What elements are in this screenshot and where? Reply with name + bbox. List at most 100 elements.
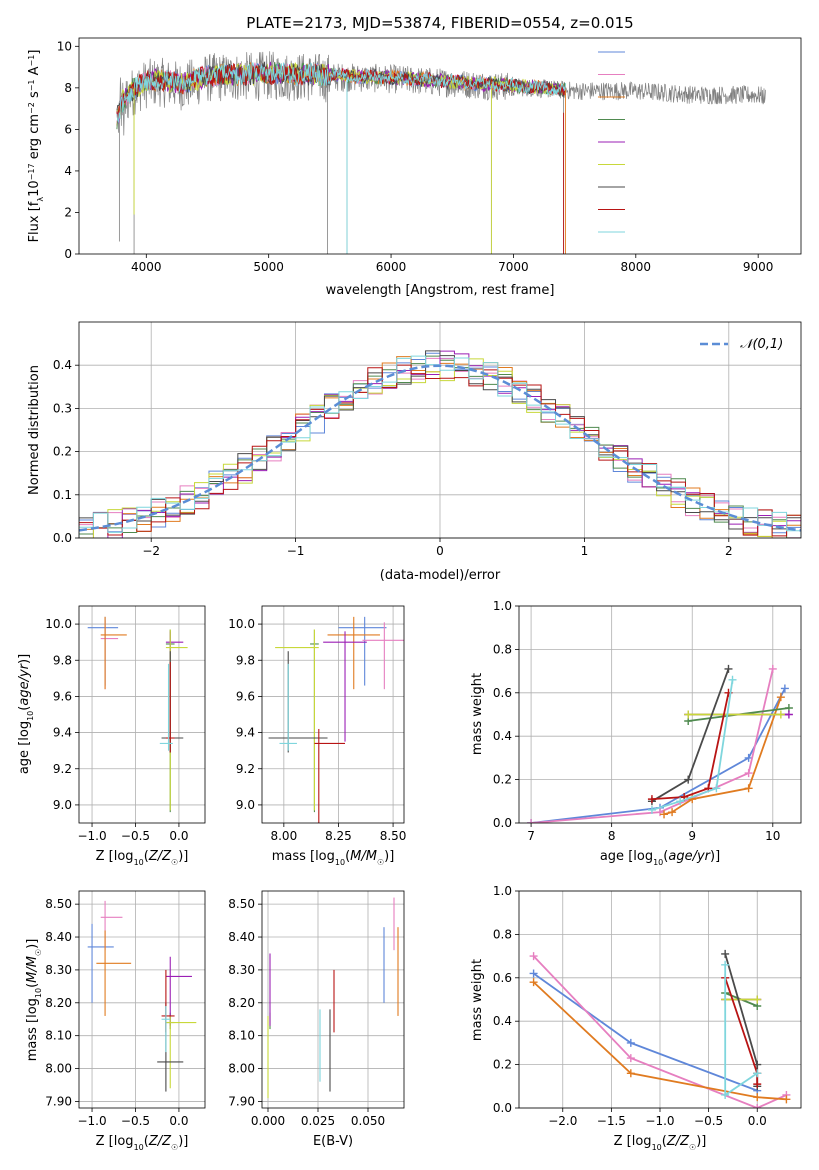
y-tick-label: 2 bbox=[64, 205, 72, 219]
x-tick-label: −2 bbox=[142, 544, 160, 558]
x-tick-label: 1 bbox=[581, 544, 589, 558]
x-tick-label: −0.5 bbox=[694, 1114, 723, 1128]
plus-marker bbox=[684, 775, 693, 784]
plus-marker bbox=[684, 710, 693, 719]
histogram-step-line bbox=[79, 355, 801, 538]
x-tick-label: 8.25 bbox=[325, 829, 352, 843]
plus-marker bbox=[527, 819, 536, 823]
x-tick-label: −2.0 bbox=[548, 1114, 577, 1128]
axes-frame bbox=[261, 605, 405, 824]
x-tick-label: 0.025 bbox=[301, 1114, 335, 1128]
y-tick-label: 0.2 bbox=[493, 1058, 512, 1072]
series-line bbox=[724, 964, 758, 1097]
y-tick-label: 6 bbox=[64, 122, 72, 136]
plus-marker bbox=[744, 769, 753, 778]
y-tick-label: 0.4 bbox=[493, 1014, 512, 1028]
x-tick-label: 0 bbox=[436, 544, 444, 558]
y-axis-label: Flux [fλ10−17 erg cm−2 s−1 A−1] bbox=[27, 50, 45, 243]
y-tick-label: 8.10 bbox=[228, 1029, 255, 1043]
y-tick-label: 0.0 bbox=[493, 1101, 512, 1115]
x-axis-label: wavelength [Angstrom, rest frame] bbox=[326, 283, 555, 298]
x-tick-label: 8000 bbox=[621, 260, 652, 274]
plus-marker bbox=[660, 810, 669, 819]
series-line bbox=[532, 981, 787, 1101]
y-tick-label: 10.0 bbox=[45, 617, 72, 631]
x-tick-label: −1.0 bbox=[645, 1114, 674, 1128]
x-tick-label: −1.5 bbox=[597, 1114, 626, 1128]
axes-frame bbox=[518, 890, 802, 1109]
plus-marker bbox=[529, 978, 538, 987]
y-axis-label: mass weight bbox=[470, 673, 485, 755]
x-tick-label: −1.0 bbox=[77, 829, 106, 843]
y-tick-label: 8.50 bbox=[228, 897, 255, 911]
x-tick-label: −0.5 bbox=[121, 1114, 150, 1128]
x-tick-label: 5000 bbox=[253, 260, 284, 274]
plus-marker bbox=[721, 960, 730, 969]
y-axis-label: age [log10(age/yr)] bbox=[17, 654, 35, 774]
x-tick-label: −1 bbox=[287, 544, 305, 558]
x-tick-label: 9 bbox=[688, 829, 696, 843]
y-tick-label: 0.8 bbox=[493, 927, 512, 941]
plot-area bbox=[268, 616, 404, 823]
y-tick-label: 0.3 bbox=[53, 401, 72, 415]
y-tick-label: 9.4 bbox=[53, 726, 72, 740]
age-vs-metallicity-panel: −1.0 −0.5 0.0 9.0 9.2 9.4 9.6 9.8 10.0 Z [log10(Z… bbox=[17, 605, 206, 867]
x-tick-label: 0.050 bbox=[351, 1114, 385, 1128]
x-tick-label: 4000 bbox=[131, 260, 162, 274]
axes-frame bbox=[78, 605, 206, 824]
y-tick-label: 8.40 bbox=[228, 930, 255, 944]
plus-marker bbox=[776, 710, 785, 719]
plus-marker bbox=[647, 805, 656, 814]
model-spectrum-line bbox=[116, 61, 567, 124]
plus-marker bbox=[780, 684, 789, 693]
y-tick-label: 0.8 bbox=[493, 642, 512, 656]
y-tick-label: 8.50 bbox=[45, 897, 72, 911]
plus-marker bbox=[529, 952, 538, 961]
x-axis-label: Z [log10(Z/Z☉)] bbox=[96, 1134, 189, 1152]
weight-vs-age-panel: 7 8 9 10 0.0 0.2 0.4 0.6 0.8 1.0 age [log10(age/yr… bbox=[470, 599, 802, 867]
mass-vs-metallicity-panel: −1.0 −0.5 0.0 7.90 8.00 8.10 8.20 8.30 8.40 8.50 Z… bbox=[25, 890, 206, 1152]
axes-frame bbox=[261, 890, 405, 1109]
y-tick-label: 0.4 bbox=[493, 729, 512, 743]
plus-marker bbox=[647, 795, 656, 804]
y-tick-label: 8.00 bbox=[228, 1062, 255, 1076]
y-tick-label: 8.40 bbox=[45, 930, 72, 944]
axes-frame bbox=[78, 321, 802, 539]
y-tick-label: 9.4 bbox=[236, 726, 255, 740]
y-tick-label: 8 bbox=[64, 81, 72, 95]
plus-marker bbox=[768, 664, 777, 673]
series-line bbox=[651, 679, 734, 811]
y-tick-label: 0 bbox=[64, 247, 72, 261]
plot-area bbox=[529, 949, 791, 1108]
y-tick-label: 7.90 bbox=[45, 1094, 72, 1108]
y-tick-label: 8.30 bbox=[228, 963, 255, 977]
plot-area bbox=[116, 51, 766, 254]
y-tick-label: 9.6 bbox=[236, 689, 255, 703]
plot-area bbox=[87, 616, 188, 813]
y-tick-label: 0.1 bbox=[53, 488, 72, 502]
series-line bbox=[651, 692, 730, 800]
x-tick-label: 0.0 bbox=[748, 1114, 767, 1128]
y-tick-label: 10.0 bbox=[228, 617, 255, 631]
x-tick-label: 8 bbox=[608, 829, 616, 843]
y-tick-label: 7.90 bbox=[228, 1094, 255, 1108]
series-line bbox=[724, 977, 759, 1085]
x-tick-label: 0.000 bbox=[251, 1114, 285, 1128]
x-axis-label: Z [log10(Z/Z☉)] bbox=[614, 1134, 707, 1152]
plus-marker bbox=[721, 949, 730, 958]
x-tick-label: 8.00 bbox=[270, 829, 297, 843]
y-tick-label: 1.0 bbox=[493, 884, 512, 898]
plus-marker bbox=[724, 664, 733, 673]
plus-marker bbox=[712, 784, 721, 793]
plot-area bbox=[79, 350, 801, 538]
plus-marker bbox=[728, 675, 737, 684]
plus-marker bbox=[753, 1104, 762, 1108]
spectrum-panel: 4000 5000 6000 7000 8000 9000 0 2 4 6 8 10 wavelengt… bbox=[27, 37, 802, 298]
weight-vs-metallicity-panel: −2.0 −1.5 −1.0 −0.5 0.0 0.0 0.2 0.4 0.6 0.8 1.0 Z [… bbox=[470, 884, 802, 1152]
series-line bbox=[532, 955, 787, 1108]
plus-marker bbox=[753, 1069, 762, 1078]
x-tick-label: −1.0 bbox=[77, 1114, 106, 1128]
residual-histogram-panel: −2 −1 0 1 2 0.0 0.1 0.2 0.3 0.4 𝒩(0,1) (data-model)… bbox=[27, 321, 802, 583]
x-tick-label: −0.5 bbox=[121, 829, 150, 843]
